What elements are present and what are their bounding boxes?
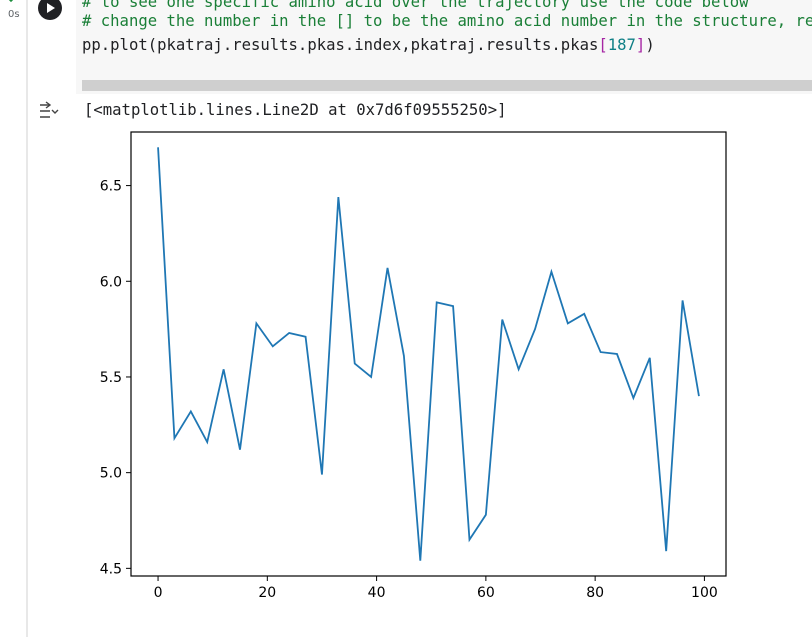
x-tick-label: 80 (586, 585, 604, 601)
x-tick-label: 0 (154, 585, 163, 601)
x-axis: 0 20 40 60 80 100 (154, 576, 718, 601)
x-tick-label: 20 (258, 585, 276, 601)
play-icon (47, 3, 55, 13)
code-statement-line: pp.plot(pkatraj.results.pkas.index,pkatr… (82, 33, 655, 57)
y-tick-label: 4.5 (100, 561, 122, 577)
x-tick-label: 60 (477, 585, 495, 601)
y-tick-label: 6.0 (100, 274, 122, 290)
line-chart: 4.5 5.0 5.5 6.0 6.5 0 20 40 60 80 100 (100, 131, 727, 601)
series-line (157, 147, 700, 561)
code-call-close: ) (645, 36, 655, 54)
y-tick-label: 5.0 (100, 466, 122, 482)
check-icon (8, 0, 14, 3)
y-tick-label: 5.5 (100, 370, 122, 386)
horizontal-scrollbar[interactable] (82, 80, 812, 91)
code-index-number: 187 (607, 36, 636, 54)
cell-gutter (0, 0, 26, 637)
cell-left-border (26, 0, 28, 637)
x-tick-label: 100 (691, 585, 718, 601)
run-cell-button[interactable] (38, 0, 62, 20)
plot-frame (130, 131, 727, 577)
code-call: pp.plot(pkatraj.results.pkas.index,pkatr… (82, 36, 599, 54)
y-tick-label: 6.5 (100, 179, 122, 195)
code-editor[interactable]: # to see one specific amino acid over th… (76, 0, 812, 94)
code-comment-line: # change the number in the [] to be the … (82, 12, 812, 30)
code-bracket-close: ] (635, 36, 646, 54)
output-repr-text: [<matplotlib.lines.Line2D at 0x7d6f09555… (84, 101, 507, 119)
output-toggle-icon[interactable] (38, 100, 60, 122)
execution-time: 0s (8, 9, 20, 20)
y-axis: 4.5 5.0 5.5 6.0 6.5 (100, 179, 131, 577)
x-tick-label: 40 (368, 585, 386, 601)
code-comment-line: # to see one specific amino acid over th… (82, 0, 749, 11)
code-bracket-open: [ (598, 36, 608, 54)
